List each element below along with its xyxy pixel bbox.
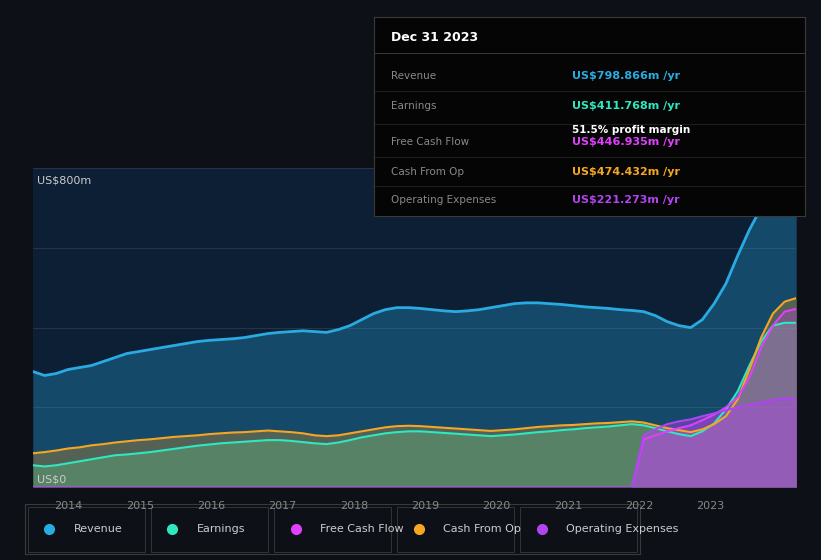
Text: 2014: 2014 — [54, 501, 83, 511]
Text: Free Cash Flow: Free Cash Flow — [391, 137, 469, 147]
Text: US$474.432m /yr: US$474.432m /yr — [572, 167, 680, 177]
Text: Earnings: Earnings — [197, 524, 245, 534]
Text: 2023: 2023 — [696, 501, 725, 511]
Text: 2015: 2015 — [126, 501, 154, 511]
Text: Dec 31 2023: Dec 31 2023 — [391, 31, 478, 44]
Text: Earnings: Earnings — [391, 101, 436, 111]
Text: 51.5% profit margin: 51.5% profit margin — [572, 125, 690, 135]
Text: Free Cash Flow: Free Cash Flow — [320, 524, 404, 534]
Text: US$221.273m /yr: US$221.273m /yr — [572, 195, 680, 205]
Text: 2019: 2019 — [411, 501, 439, 511]
Text: US$800m: US$800m — [37, 176, 91, 186]
Text: Revenue: Revenue — [74, 524, 122, 534]
Text: US$0: US$0 — [37, 474, 66, 484]
Text: Cash From Op: Cash From Op — [391, 167, 464, 177]
Text: Revenue: Revenue — [391, 72, 436, 81]
Text: US$798.866m /yr: US$798.866m /yr — [572, 72, 680, 81]
Text: Cash From Op: Cash From Op — [443, 524, 521, 534]
Text: Operating Expenses: Operating Expenses — [391, 195, 496, 205]
Text: 2021: 2021 — [554, 501, 582, 511]
Text: 2016: 2016 — [197, 501, 225, 511]
Text: 2017: 2017 — [268, 501, 296, 511]
Text: 2020: 2020 — [483, 501, 511, 511]
Text: US$411.768m /yr: US$411.768m /yr — [572, 101, 680, 111]
Text: 2022: 2022 — [626, 501, 654, 511]
Text: US$446.935m /yr: US$446.935m /yr — [572, 137, 680, 147]
Text: Operating Expenses: Operating Expenses — [566, 524, 679, 534]
Text: 2018: 2018 — [340, 501, 368, 511]
